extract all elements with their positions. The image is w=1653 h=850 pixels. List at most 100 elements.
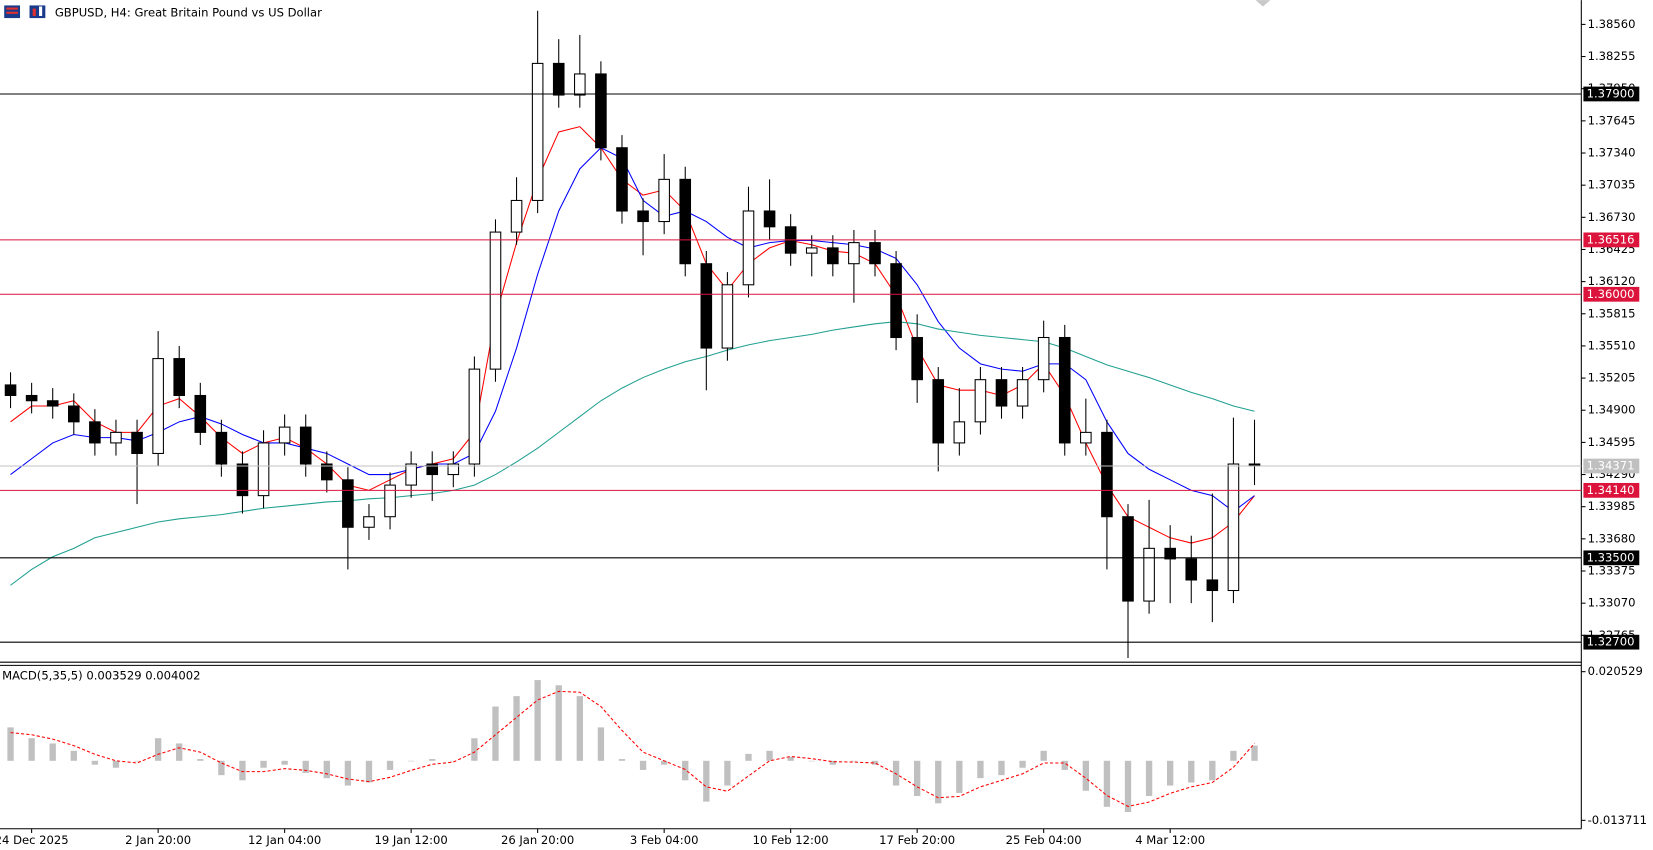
candle-body	[110, 431, 122, 444]
candle-body	[321, 463, 333, 481]
price-level-box	[1583, 482, 1640, 498]
y-tick-label: 1.33070	[1588, 596, 1636, 610]
histogram-bar	[513, 696, 520, 761]
y-tick-label: 1.35205	[1588, 371, 1636, 385]
histogram-bar	[1082, 760, 1089, 791]
x-tick-label: 10 Feb 12:00	[753, 833, 829, 847]
histogram-bar	[344, 760, 352, 786]
histogram-bar	[133, 760, 141, 762]
histogram-bar	[450, 760, 457, 762]
candle-body	[257, 442, 270, 497]
histogram-bar	[218, 760, 225, 776]
histogram-bar	[1188, 760, 1195, 783]
candle-body	[25, 394, 38, 402]
y-tick-label: 1.38255	[1588, 49, 1636, 63]
y-tick-label: 0.020529	[1588, 664, 1643, 678]
candle-body	[616, 147, 628, 212]
y-tick-label: -0.013711	[1588, 813, 1647, 827]
candle-body	[827, 247, 839, 265]
histogram-bar	[260, 760, 267, 768]
y-tick-label: 1.37035	[1588, 178, 1636, 192]
candle-body	[447, 463, 460, 476]
histogram-bar	[871, 760, 879, 765]
y-tick-label: 1.34595	[1588, 435, 1636, 449]
histogram-bar	[618, 759, 626, 761]
candle-body	[89, 421, 101, 444]
shift-marker	[1255, 0, 1271, 7]
price-level-label: 1.36000	[1587, 287, 1635, 301]
histogram-bar	[49, 743, 56, 761]
candle-body	[595, 73, 607, 149]
candle-body	[932, 379, 945, 444]
icon	[39, 6, 43, 16]
candle-body	[1143, 547, 1155, 602]
candle-body	[131, 431, 143, 454]
x-tick-label: 24 Dec 2025	[0, 833, 69, 847]
candle-body	[1227, 463, 1240, 592]
price-level-label: 1.32700	[1587, 635, 1635, 649]
candle-body	[869, 242, 881, 265]
histogram-bar	[956, 760, 963, 793]
candle-body	[173, 358, 186, 397]
price-level-box	[1583, 634, 1640, 650]
price-level-box	[1583, 286, 1640, 302]
histogram-bar	[1145, 760, 1153, 796]
x-tick-label: 3 Feb 04:00	[630, 833, 699, 847]
histogram-bar	[197, 759, 204, 761]
candle-body	[342, 479, 354, 528]
candle-body	[405, 463, 417, 486]
y-tick-label: 1.36120	[1588, 274, 1636, 288]
candle-body	[552, 62, 565, 96]
x-tick-label: 4 Mar 12:00	[1135, 833, 1205, 847]
histogram-bar	[323, 760, 330, 779]
histogram-bar	[829, 760, 836, 765]
candle-body	[721, 284, 734, 349]
candle-body	[299, 426, 312, 465]
price-level-label: 1.34140	[1587, 483, 1635, 497]
y-tick-label: 1.37645	[1588, 113, 1636, 127]
candle-body	[658, 178, 670, 223]
candle-body	[974, 379, 987, 423]
candle-body	[152, 358, 164, 454]
histogram-bar	[1040, 750, 1047, 761]
histogram-bar	[850, 760, 858, 762]
histogram-bar	[703, 760, 710, 802]
candle-body	[805, 247, 818, 254]
candle-body	[1185, 558, 1198, 581]
candle-body	[67, 405, 80, 423]
price-level-box	[1583, 232, 1640, 248]
candle-body	[574, 73, 586, 96]
histogram-bar	[492, 706, 499, 761]
histogram-bar	[1209, 760, 1216, 781]
y-tick-label: 1.37340	[1588, 146, 1636, 160]
indicator-title: MACD(5,35,5) 0.003529 0.004002	[2, 668, 200, 682]
icon	[32, 8, 36, 16]
histogram-bar	[1061, 760, 1068, 770]
candle-body	[679, 178, 692, 265]
histogram-bar	[977, 760, 984, 779]
histogram-bar	[112, 760, 120, 768]
x-tick-label: 25 Feb 04:00	[1006, 833, 1082, 847]
histogram-bar	[534, 680, 541, 761]
histogram-bar	[639, 760, 647, 770]
y-tick-label: 1.34900	[1588, 403, 1636, 417]
histogram-bar	[386, 760, 394, 770]
symbol-icons	[4, 5, 46, 19]
y-tick-label: 1.35510	[1588, 338, 1636, 352]
candle-body	[848, 242, 860, 265]
histogram-bar	[682, 760, 689, 781]
candle-body	[4, 384, 17, 397]
x-tick-label: 2 Jan 20:00	[125, 833, 191, 847]
candle-body	[531, 62, 544, 201]
y-tick-label: 1.38560	[1588, 17, 1636, 31]
histogram-bar	[724, 760, 731, 786]
histogram-bar	[239, 760, 246, 781]
price-level-box	[1583, 458, 1640, 474]
histogram-bar	[808, 760, 815, 762]
price-level-label: 1.33500	[1587, 550, 1635, 564]
candle-body	[1016, 379, 1029, 407]
histogram-bar	[429, 759, 436, 761]
